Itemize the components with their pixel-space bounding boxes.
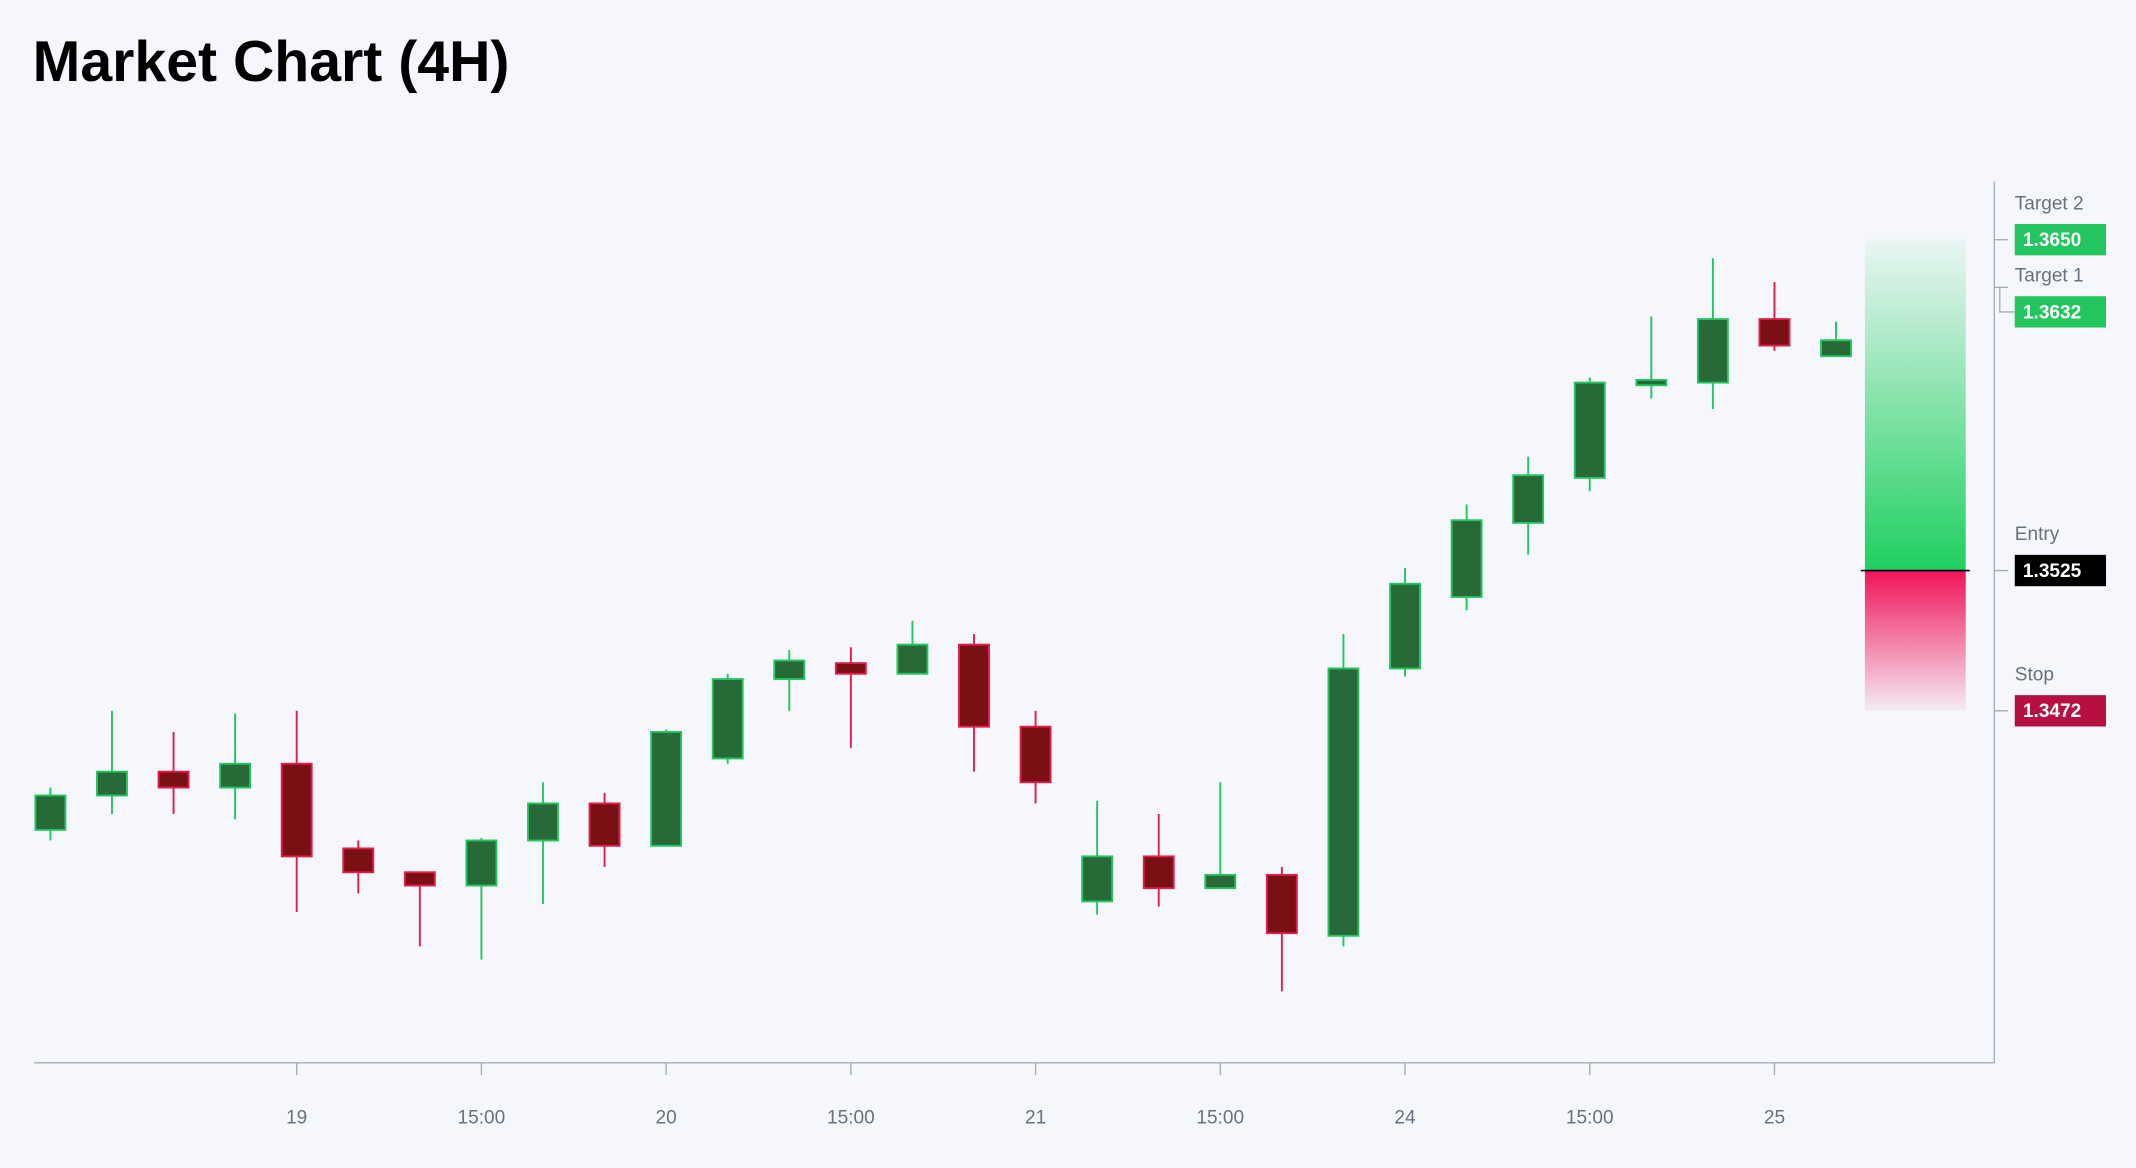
- candle-body: [219, 762, 252, 789]
- x-tick-label: 15:00: [1566, 1108, 1614, 1129]
- candle-body: [1327, 667, 1360, 937]
- candle-body: [157, 770, 190, 789]
- level-value: 1.3632: [2023, 302, 2081, 323]
- level-value: 1.3650: [2023, 230, 2081, 251]
- level-value: 1.3525: [2023, 561, 2082, 582]
- candle-body: [1573, 381, 1606, 479]
- level-name: Target 1: [2015, 265, 2084, 286]
- candle-body: [1019, 725, 1052, 784]
- level-badge: [2014, 224, 2107, 256]
- candle-body: [1635, 379, 1668, 387]
- candle-body: [1081, 855, 1114, 903]
- level-name: Target 2: [2015, 193, 2084, 214]
- candle-body: [711, 678, 744, 760]
- level-badge: [2014, 695, 2107, 727]
- candle-body: [342, 847, 375, 874]
- candle-body: [527, 802, 559, 842]
- candle-body: [1512, 474, 1545, 524]
- chart-title: Market Chart (4H): [33, 30, 510, 94]
- level-connector: [1999, 287, 2015, 313]
- candle-body: [403, 871, 436, 887]
- reward-zone: [1864, 239, 1966, 571]
- x-tick-label: 25: [1764, 1108, 1785, 1129]
- candle-body: [958, 643, 990, 728]
- candle-body: [1820, 339, 1852, 358]
- x-tick-label: 15:00: [827, 1108, 875, 1129]
- x-tick-label: 24: [1394, 1108, 1416, 1129]
- x-tick-label: 15:00: [458, 1108, 506, 1129]
- x-tick-label: 21: [1025, 1108, 1046, 1129]
- candle-body: [773, 659, 806, 681]
- level-name: Entry: [2015, 524, 2060, 545]
- candle-body: [650, 731, 683, 847]
- level-name: Stop: [2015, 664, 2054, 685]
- level-value: 1.3472: [2023, 701, 2081, 722]
- level-badge: [2014, 554, 2107, 587]
- candle-body: [1389, 582, 1421, 670]
- x-tick-label: 19: [286, 1108, 307, 1129]
- risk-zone: [1864, 570, 1966, 711]
- candle-body: [465, 839, 498, 887]
- candle-body: [280, 762, 313, 858]
- candle-body: [1758, 318, 1791, 347]
- candle-body: [96, 770, 128, 797]
- candle-body: [1265, 873, 1298, 935]
- candle-body: [896, 643, 929, 675]
- level-badge: [2014, 296, 2107, 328]
- candle-body: [34, 794, 67, 831]
- candle-body: [834, 662, 867, 675]
- x-tick-label: 15:00: [1196, 1108, 1244, 1129]
- candle-body: [1450, 519, 1483, 598]
- candle-body: [1696, 318, 1729, 384]
- candle-body: [1204, 873, 1237, 890]
- candle-body: [588, 802, 621, 847]
- x-tick-label: 20: [656, 1108, 677, 1129]
- candle-body: [1142, 855, 1175, 890]
